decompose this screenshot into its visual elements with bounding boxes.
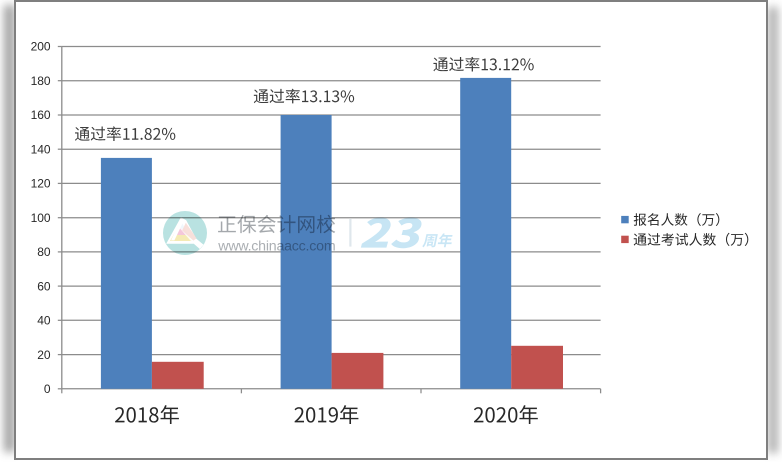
svg-text:80: 80 [37, 245, 51, 259]
svg-text:160: 160 [31, 108, 51, 122]
svg-text:200: 200 [31, 40, 51, 54]
svg-text:60: 60 [37, 279, 51, 293]
svg-text:40: 40 [37, 314, 51, 328]
svg-text:140: 140 [31, 142, 51, 156]
svg-text:120: 120 [31, 177, 51, 191]
svg-text:180: 180 [31, 74, 51, 88]
svg-text:100: 100 [31, 211, 51, 225]
svg-text:www.chinaacc.com: www.chinaacc.com [217, 238, 335, 254]
svg-text:0: 0 [44, 382, 51, 396]
svg-text:20: 20 [37, 348, 51, 362]
